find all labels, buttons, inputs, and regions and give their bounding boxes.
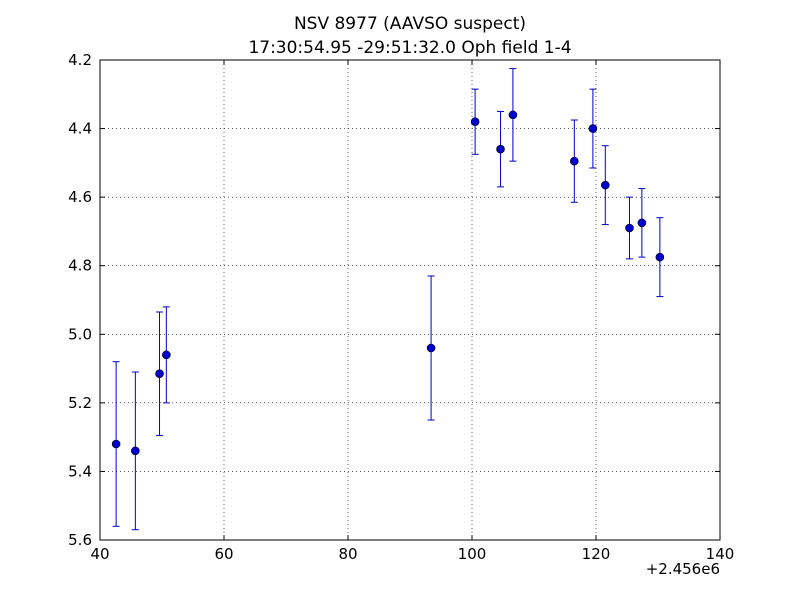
x-tick-labels: 40 60 80 100 120 140 [90, 545, 734, 563]
data-point [111, 439, 121, 449]
data-point [131, 446, 140, 456]
y-tick-label: 4.2 [68, 51, 92, 69]
y-tick-label: 5.6 [68, 531, 92, 549]
chart-title-line1: NSV 8977 (AAVSO suspect) [294, 14, 526, 34]
data-point [496, 144, 505, 154]
x-tick-label: 80 [338, 545, 357, 563]
x-tick-label: 120 [582, 545, 611, 563]
data-point [426, 343, 436, 353]
data-point [508, 110, 518, 120]
data-point [155, 369, 164, 379]
grid [100, 60, 720, 540]
x-offset-label: +2.456e6 [646, 560, 720, 578]
x-tick-label: 40 [90, 545, 109, 563]
chart-title-line2: 17:30:54.95 -29:51:32.0 Oph field 1-4 [248, 38, 571, 58]
x-tick-label: 100 [458, 545, 487, 563]
data-point [569, 156, 579, 166]
y-tick-label: 5.0 [68, 325, 92, 343]
plot-frame [99, 59, 721, 541]
data-point [655, 252, 665, 262]
y-tick-label: 4.6 [68, 188, 92, 206]
x-tick-label: 60 [214, 545, 233, 563]
data-point [600, 180, 610, 190]
y-tick-label: 4.4 [68, 120, 92, 138]
data-point [588, 124, 598, 133]
data-points [111, 110, 665, 456]
y-tick-label: 5.2 [68, 394, 92, 412]
data-point [162, 350, 171, 360]
data-point [625, 223, 634, 233]
x-tick-label: 140 [706, 545, 735, 563]
y-tick-label: 5.4 [68, 462, 92, 480]
data-point [637, 218, 647, 228]
data-point [470, 117, 480, 127]
y-tick-label: 4.8 [68, 257, 92, 275]
axis-ticks [99, 59, 721, 541]
y-tick-labels: 4.2 4.4 4.6 4.8 5.0 5.2 5.4 5.6 [68, 51, 92, 549]
